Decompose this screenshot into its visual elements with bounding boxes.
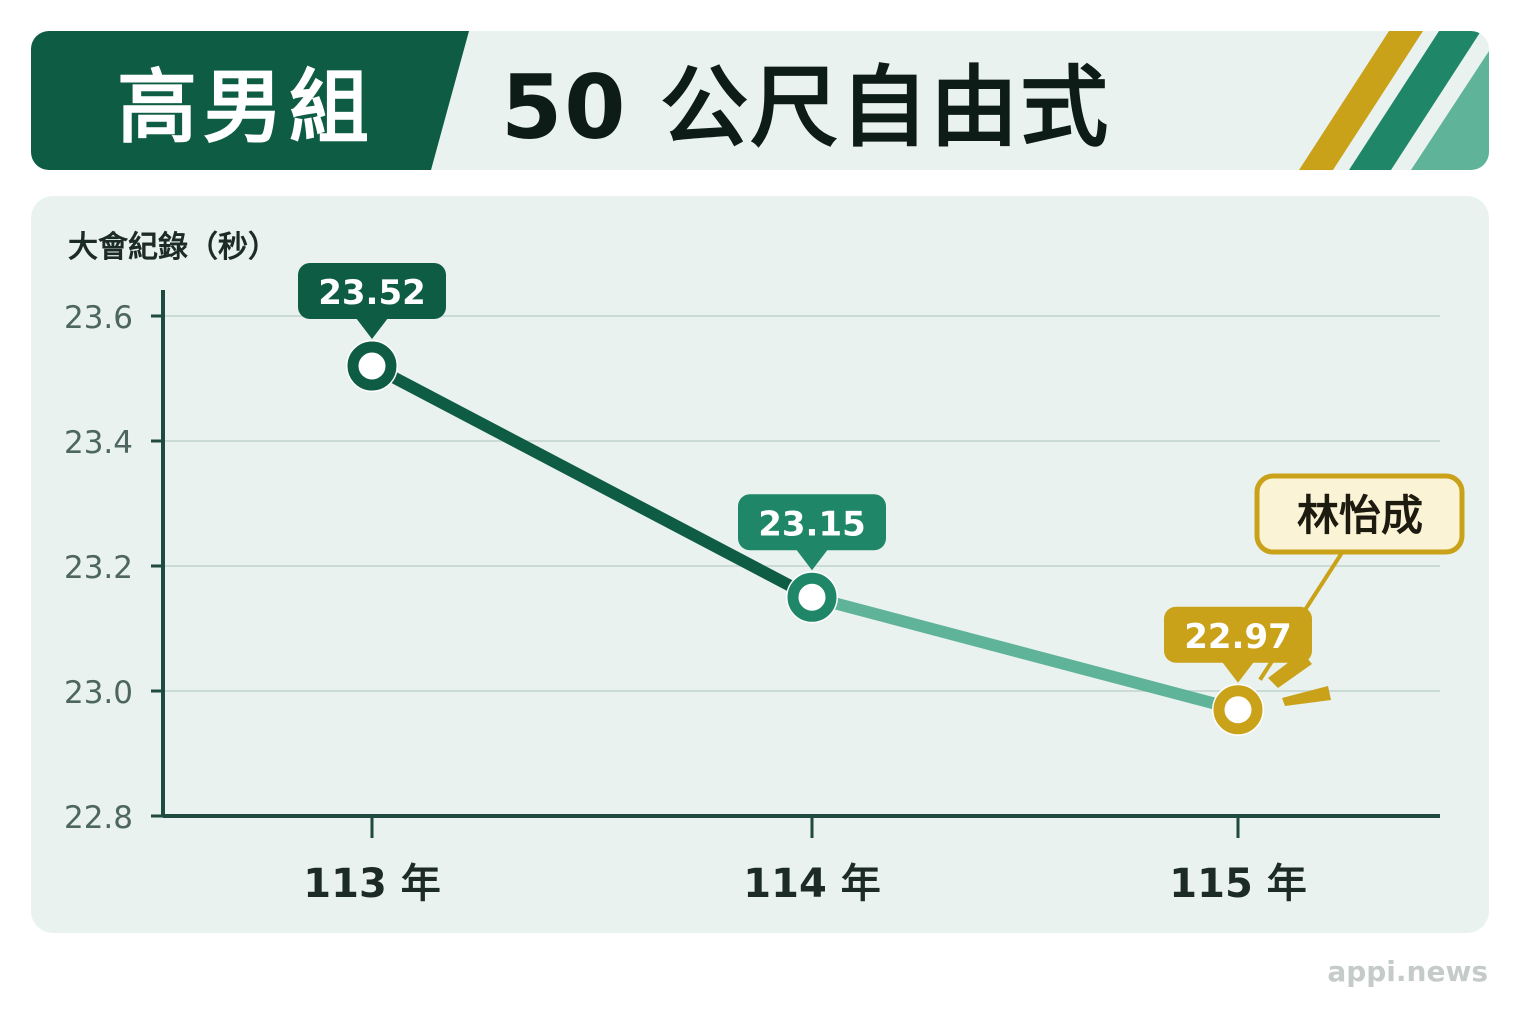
series-line-segment: [366, 360, 818, 604]
data-label-pointer: [796, 549, 828, 571]
y-tick-label: 23.4: [64, 425, 133, 461]
x-tick-label: 113 年: [303, 861, 440, 907]
data-points: [346, 340, 1264, 736]
x-tick-label: 114 年: [743, 861, 880, 907]
data-label: 23.15: [758, 504, 866, 544]
banner-stripe-gold: [1299, 31, 1423, 170]
y-tick-label: 23.0: [64, 675, 133, 711]
sparkle-accent: [1268, 652, 1312, 688]
y-tick-label: 23.6: [64, 300, 133, 336]
data-labels: 23.52 23.15 22.97: [298, 263, 1312, 683]
data-label: 22.97: [1184, 617, 1292, 657]
annotation-leader: [1258, 546, 1347, 681]
y-axis-label: 大會紀錄（秒）: [68, 230, 278, 265]
banner-left-block: [31, 31, 469, 170]
data-label-box: [1164, 606, 1312, 663]
data-label-box: [738, 494, 886, 551]
data-label-pointer: [356, 318, 388, 339]
axes: 22.8 23.0 23.2 23.4 23.6 113 年 114 年 115 年: [64, 290, 1440, 907]
annotation-box: [1254, 473, 1465, 555]
banner-shapes: [31, 31, 1489, 170]
data-label: 23.52: [318, 273, 426, 313]
data-label-box: [298, 263, 446, 319]
y-tick-label: 22.8: [64, 800, 133, 836]
x-tick-label: 115 年: [1169, 861, 1306, 907]
data-point: [347, 341, 397, 391]
data-point: [787, 572, 837, 622]
series-lines: [366, 360, 1244, 716]
data-point: [1213, 685, 1263, 735]
title-banner: 高男組 50 公尺自由式: [31, 31, 1489, 170]
annotation: 林怡成: [1254, 473, 1465, 706]
data-label-pointer: [1222, 661, 1254, 683]
category-title: 高男組: [117, 60, 375, 154]
y-tick-label: 23.2: [64, 550, 133, 586]
annotation-label: 林怡成: [1297, 491, 1423, 540]
event-title: 50 公尺自由式: [501, 56, 1111, 159]
watermark: appi.news: [1327, 955, 1488, 988]
sparkle-accent: [1282, 686, 1331, 706]
series-line-segment: [806, 591, 1244, 716]
banner-stripe-green: [1349, 31, 1481, 170]
banner-stripe-light: [1411, 51, 1489, 170]
